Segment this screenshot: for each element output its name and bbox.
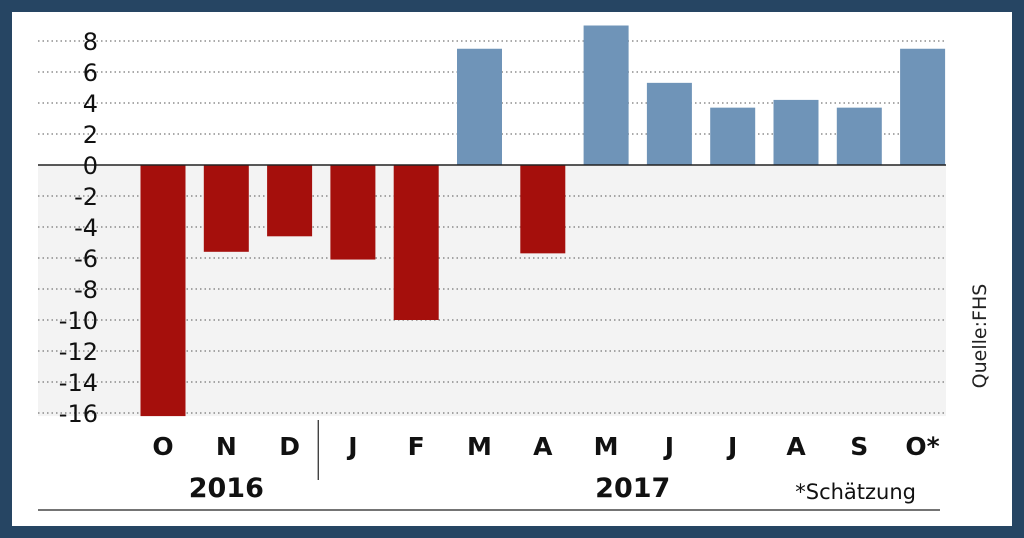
- bar: [267, 165, 313, 237]
- y-tick-label: 2: [83, 121, 98, 149]
- x-category-label: A: [786, 432, 806, 461]
- y-tick-label: 8: [83, 28, 98, 56]
- year-label: 2017: [595, 473, 670, 504]
- bar: [710, 107, 756, 165]
- y-tick-label: -6: [74, 245, 98, 273]
- x-category-label: D: [279, 432, 300, 461]
- y-tick-label: -14: [59, 369, 98, 397]
- bar: [520, 165, 566, 254]
- y-tick-label: 4: [83, 90, 98, 118]
- x-category-label: S: [850, 432, 868, 461]
- y-tick-label: 0: [83, 152, 98, 180]
- bar: [583, 25, 629, 165]
- source-label: Quelle:FHS: [969, 284, 991, 389]
- bars: [140, 25, 946, 417]
- x-category-label: O: [152, 432, 173, 461]
- x-category-label: A: [533, 432, 553, 461]
- bar: [646, 82, 692, 165]
- y-tick-label: -4: [74, 214, 98, 242]
- x-category-label: N: [216, 432, 237, 461]
- bar: [900, 48, 946, 165]
- y-tick-label: -16: [59, 400, 98, 428]
- bar: [457, 48, 502, 165]
- x-category-label: J: [663, 432, 674, 461]
- year-label: 2016: [189, 473, 264, 504]
- negative-region-background: [38, 165, 946, 417]
- y-tick-label: -2: [74, 183, 98, 211]
- bar: [836, 107, 882, 165]
- bar: [203, 165, 249, 252]
- x-category-label: M: [467, 432, 492, 461]
- bar: [330, 165, 376, 260]
- x-category-label: J: [346, 432, 357, 461]
- y-tick-label: -12: [59, 338, 98, 366]
- y-tick-labels: 8 6 4 2 0 -2 -4 -6 -8 -10 -12 -14 -16: [59, 28, 98, 428]
- y-tick-label: -10: [59, 307, 98, 335]
- x-category-label: O*: [905, 432, 939, 461]
- y-tick-label: -8: [74, 276, 98, 304]
- y-tick-label: 6: [83, 59, 98, 87]
- year-labels: 2016 2017: [189, 473, 671, 504]
- x-category-label: F: [408, 432, 425, 461]
- x-category-labels: O N D J F M A M J J A S O*: [152, 432, 939, 461]
- x-category-label: M: [594, 432, 619, 461]
- bar: [773, 99, 819, 165]
- bar: [140, 165, 186, 417]
- x-category-label: J: [726, 432, 737, 461]
- bar: [393, 165, 439, 320]
- footnote: *Schätzung: [795, 480, 916, 504]
